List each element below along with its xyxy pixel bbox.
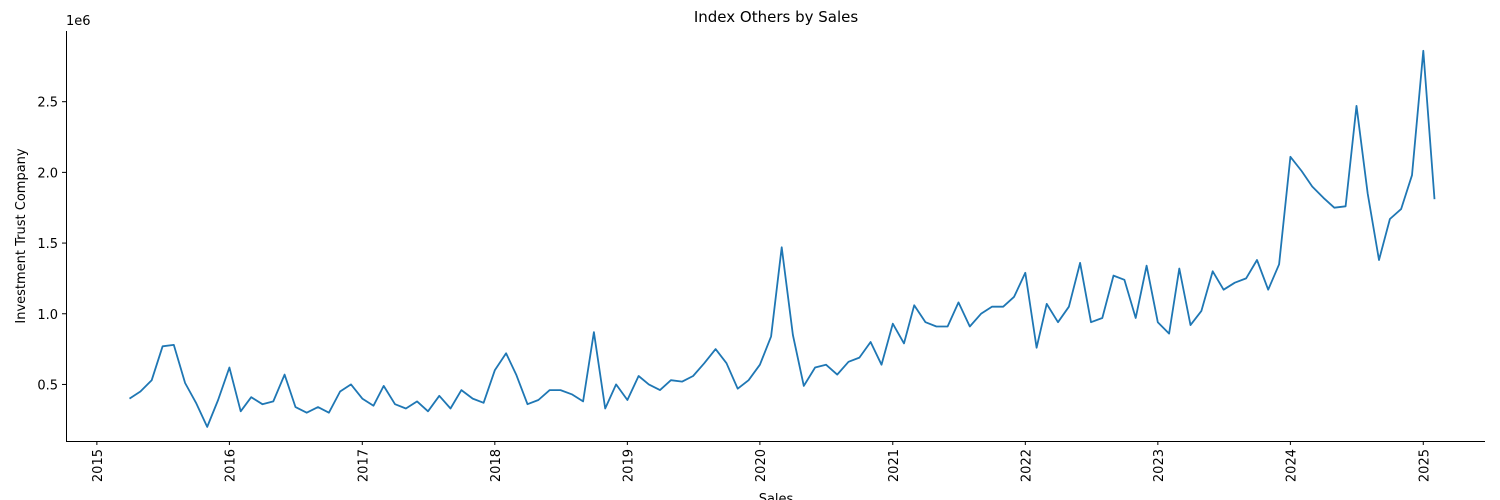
x-axis-label: Sales [759,492,794,500]
x-tick-label: 2016 [223,449,238,482]
series-line-0 [129,49,1436,428]
x-tick-label: 2023 [1152,449,1167,482]
y-tick-label: 2.0 [37,166,58,181]
y-tick-label: 2.5 [37,96,58,111]
y-axis-ticks: 0.5 1.0 1.5 2.0 2.5 [37,96,66,393]
plot-area [129,49,1436,428]
x-tick-label: 2017 [356,449,371,482]
x-tick-label: 2020 [754,449,769,482]
x-tick-label: 2022 [1019,449,1034,482]
y-tick-label: 1.0 [37,308,58,323]
y-tick-label: 1.5 [37,237,58,252]
y-axis-label: Investment Trust Company [14,148,29,324]
x-axis-ticks: 2015 2016 2017 2018 2019 2020 2021 2022 2023 2024… [91,441,1432,482]
x-tick-label: 2019 [621,449,636,482]
x-tick-label: 2025 [1417,449,1432,482]
y-offset-label: 1e6 [66,14,91,29]
chart-title: Index Others by Sales [694,8,859,26]
x-tick-label: 2015 [91,449,106,482]
x-tick-label: 2021 [887,449,902,482]
y-tick-label: 0.5 [37,378,58,393]
x-tick-label: 2018 [489,449,504,482]
x-tick-label: 2024 [1284,449,1299,482]
